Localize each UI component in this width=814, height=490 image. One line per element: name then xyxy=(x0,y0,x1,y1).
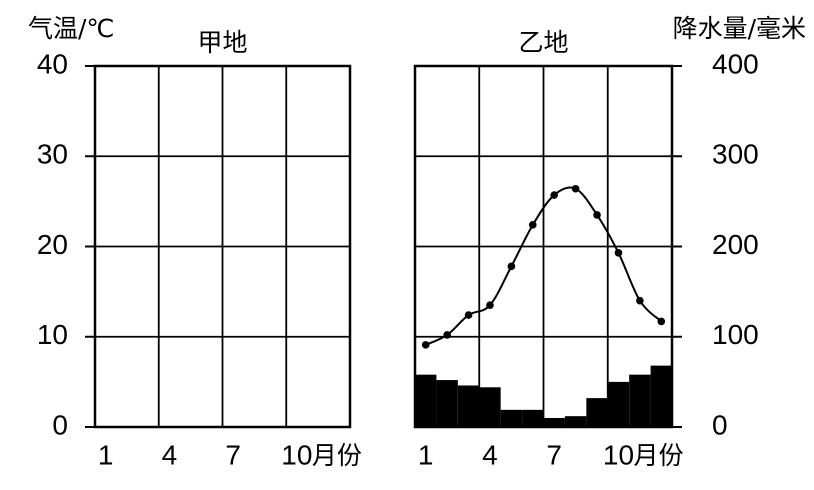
x-tick-label: 7 xyxy=(546,439,562,470)
precip-bar xyxy=(522,409,544,427)
y-axis-label: 气温/℃ xyxy=(28,14,115,43)
y2-axis-label: 降水量/毫米 xyxy=(673,14,806,43)
temp-point xyxy=(507,262,516,271)
temp-point xyxy=(550,191,559,199)
temp-point xyxy=(421,341,430,349)
y2-tick-label: 0 xyxy=(712,409,728,440)
precip-bar xyxy=(457,385,480,427)
temp-point xyxy=(486,301,494,309)
temp-point xyxy=(636,296,644,305)
x-tick-label: 1 xyxy=(98,439,114,470)
precip-bar xyxy=(543,417,565,427)
precip-bar xyxy=(586,398,608,427)
y2-tick-label: 200 xyxy=(712,229,759,260)
temp-point xyxy=(657,317,666,326)
y2-tick-label: 100 xyxy=(712,319,759,350)
x-tick-label: 4 xyxy=(482,439,498,470)
y-tick-label: 30 xyxy=(37,139,68,170)
y-tick-label: 0 xyxy=(52,409,68,440)
precip-bar xyxy=(415,374,437,427)
temp-point xyxy=(614,249,623,257)
y2-tick-label: 400 xyxy=(712,48,759,79)
temp-point xyxy=(571,184,580,193)
y2-tick-label: 300 xyxy=(712,139,759,170)
frame xyxy=(93,64,352,429)
x-axis-label: 月份 xyxy=(633,441,683,470)
y-tick-label: 40 xyxy=(37,48,68,79)
precip-bar xyxy=(479,387,501,427)
x-tick-label: 7 xyxy=(225,439,241,470)
temp-point xyxy=(464,311,473,319)
y-tick-label: 10 xyxy=(37,319,68,350)
x-tick-label: 10 xyxy=(281,439,312,470)
precip-bar xyxy=(629,374,651,427)
y-tick-label: 20 xyxy=(37,229,68,260)
temp-point xyxy=(443,331,451,339)
precip-bar xyxy=(650,365,672,427)
temp-point xyxy=(528,221,537,229)
precip-bar xyxy=(564,416,587,427)
precip-bar xyxy=(607,381,630,427)
panel-title: 甲地 xyxy=(197,28,247,57)
x-tick-label: 10 xyxy=(603,439,634,470)
precip-bar xyxy=(436,380,458,427)
frame xyxy=(413,64,674,429)
temp-point xyxy=(593,211,601,219)
panel-title: 乙地 xyxy=(518,28,568,57)
x-axis-label: 月份 xyxy=(312,441,362,470)
x-tick-label: 1 xyxy=(418,439,434,470)
precip-bar xyxy=(500,409,523,427)
x-tick-label: 4 xyxy=(162,439,178,470)
